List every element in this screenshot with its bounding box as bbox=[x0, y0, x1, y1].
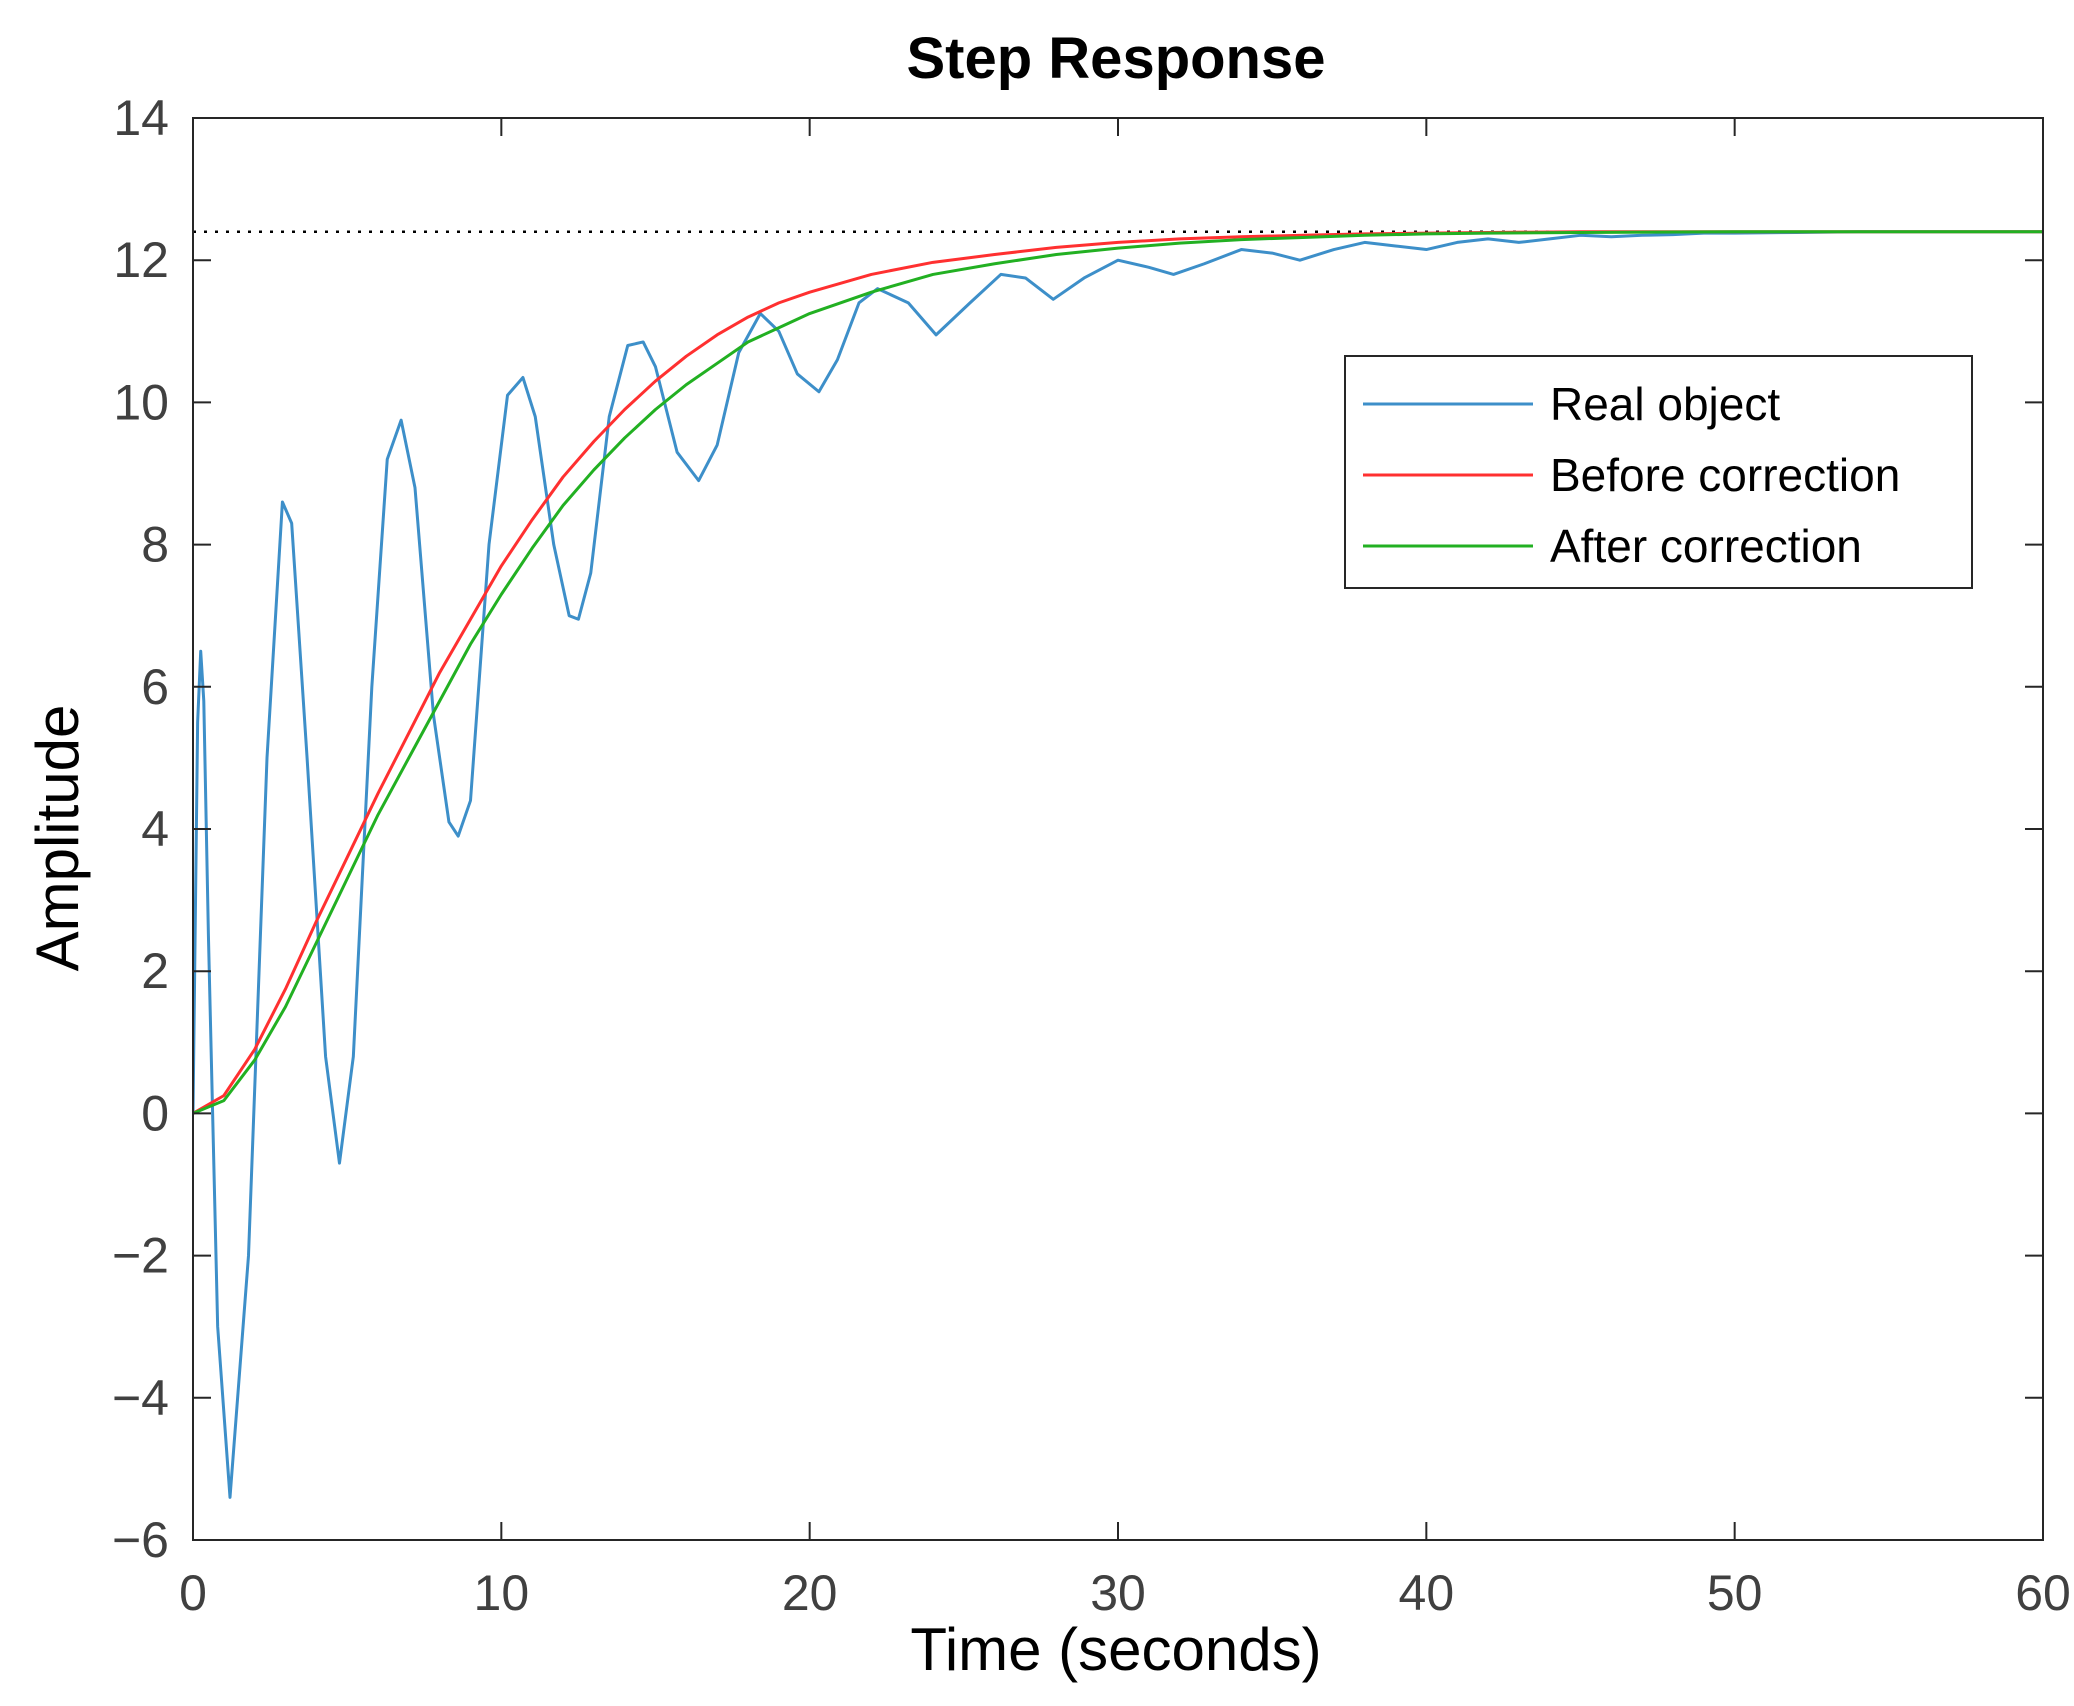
y-tick-label-4: 2 bbox=[141, 943, 169, 999]
legend-box bbox=[1344, 355, 1973, 589]
legend-label-0: Real object bbox=[1550, 378, 1780, 430]
x-tick-label-6: 60 bbox=[2015, 1565, 2071, 1621]
x-tick-label-5: 50 bbox=[1707, 1565, 1763, 1621]
x-tick-label-3: 30 bbox=[1090, 1565, 1146, 1621]
y-tick-label-0: −6 bbox=[112, 1512, 169, 1568]
x-tick-label-2: 20 bbox=[782, 1565, 838, 1621]
series-layer bbox=[193, 230, 2043, 1499]
y-tick-label-5: 4 bbox=[141, 801, 169, 857]
chart-title: Step Response bbox=[907, 26, 1326, 91]
legend-label-1: Before correction bbox=[1550, 449, 1900, 501]
y-tick-label-3: 0 bbox=[141, 1085, 169, 1141]
series-line-2 bbox=[193, 230, 2043, 1115]
y-tick-label-9: 12 bbox=[113, 232, 169, 288]
y-tick-label-6: 6 bbox=[141, 659, 169, 715]
legend: Real object Before correction After correc… bbox=[1344, 355, 1973, 589]
x-tick-label-4: 40 bbox=[1399, 1565, 1455, 1621]
x-tick-label-1: 10 bbox=[474, 1565, 530, 1621]
y-tick-label-2: −2 bbox=[112, 1228, 169, 1284]
y-tick-label-1: −4 bbox=[112, 1370, 169, 1426]
y-tick-label-10: 14 bbox=[113, 90, 169, 146]
x-axis-label: Time (seconds) bbox=[910, 1616, 1321, 1683]
legend-label-2: After correction bbox=[1550, 520, 1862, 572]
y-tick-label-8: 10 bbox=[113, 374, 169, 430]
series-line-0 bbox=[193, 230, 2043, 1499]
y-tick-label-7: 8 bbox=[141, 517, 169, 573]
y-axis-label: Amplitude bbox=[24, 705, 91, 972]
axes-layer: 0 10 20 30 40 50 60 −6 −4 −2 0 2 4 6 8 10 12 14 bbox=[112, 90, 2071, 1621]
x-tick-label-0: 0 bbox=[179, 1565, 207, 1621]
